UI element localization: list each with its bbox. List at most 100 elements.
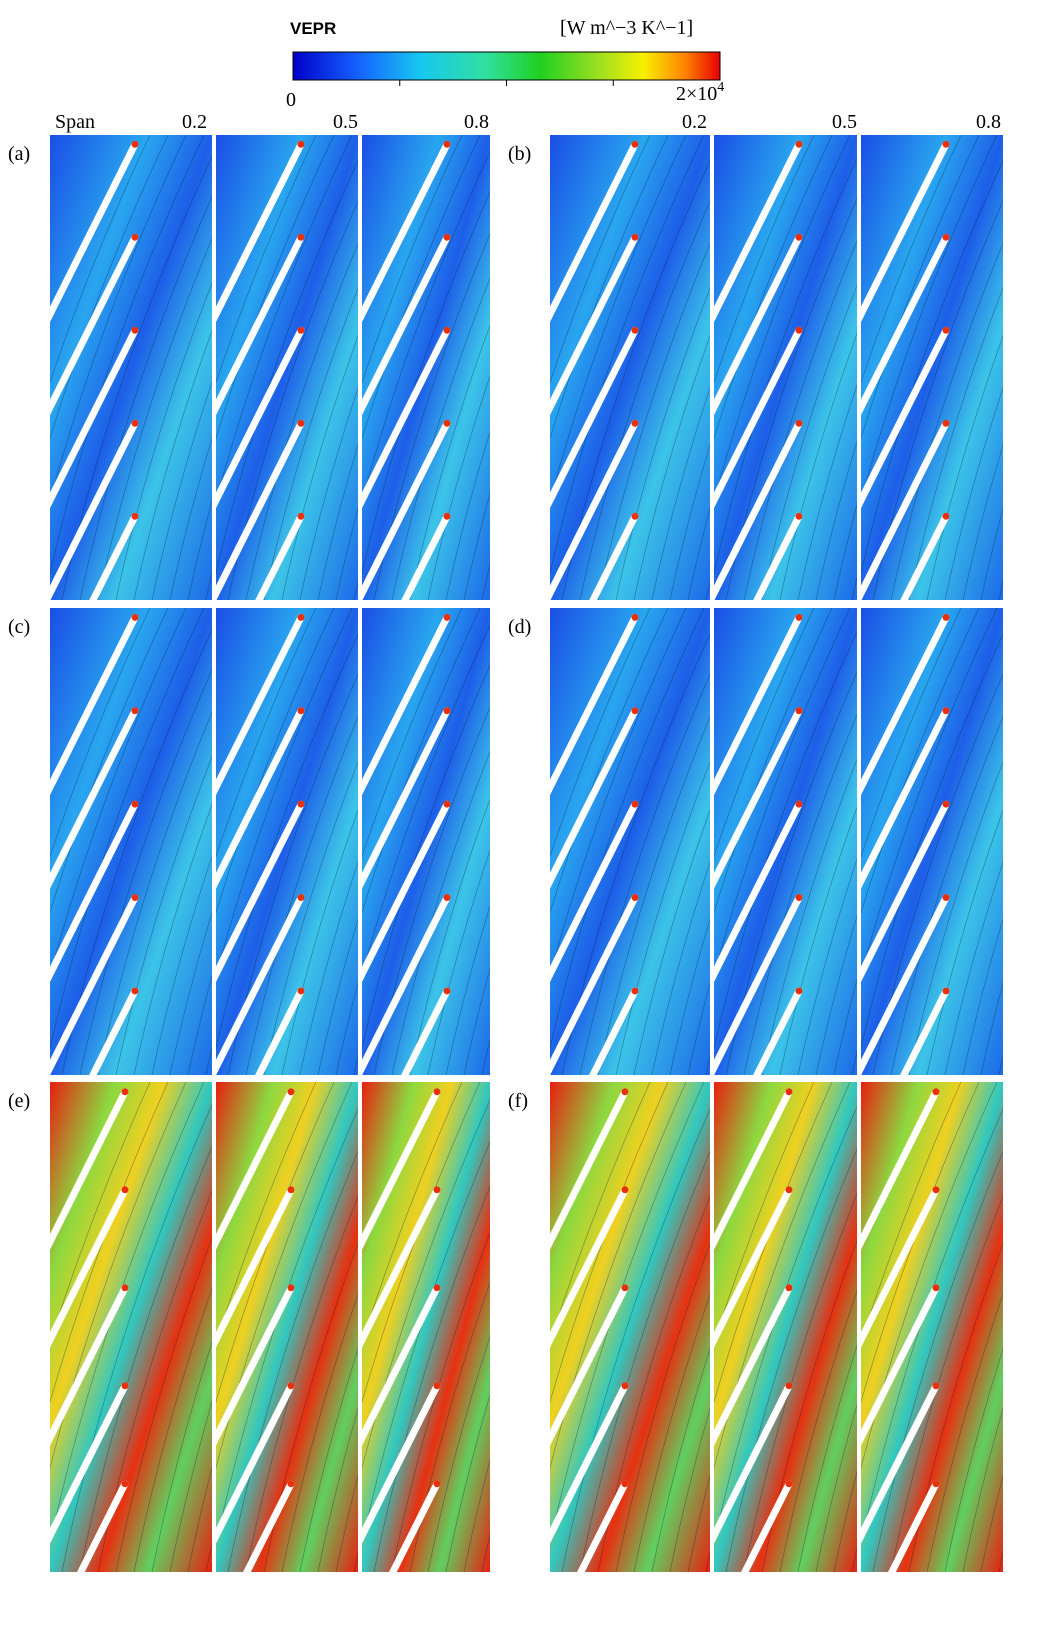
leading-edge (785, 1382, 793, 1390)
streamline (391, 276, 490, 600)
span-label: Span (55, 111, 95, 133)
streamline (97, 710, 212, 1075)
blade (589, 512, 639, 600)
streamline (714, 157, 857, 575)
streamline (815, 1403, 857, 1572)
blade (362, 707, 451, 889)
streamline (651, 387, 710, 600)
streamline (687, 981, 710, 1075)
leading-edge (795, 800, 803, 808)
leading-edge (443, 419, 451, 427)
streamline (779, 332, 857, 600)
leading-edge (443, 326, 451, 334)
leading-edge (287, 1186, 295, 1194)
streamline (998, 1550, 1003, 1572)
leading-edge (631, 140, 639, 148)
leading-edge (287, 1480, 295, 1488)
leading-edge (131, 800, 139, 808)
streamline (50, 135, 187, 503)
streamline (151, 1341, 212, 1572)
streamline (317, 1407, 358, 1572)
streamline (998, 1054, 1003, 1075)
streamline (944, 1347, 1003, 1572)
leading-edge (433, 1284, 441, 1292)
streamline (409, 324, 490, 600)
streamline (50, 1082, 169, 1404)
leading-edge (795, 894, 803, 902)
streamline (833, 503, 857, 600)
span-value: 0.8 (464, 111, 489, 133)
panel-label: (b) (508, 143, 531, 165)
streamline (1035, 1082, 1046, 1572)
streamline (427, 375, 490, 600)
streamline (597, 242, 710, 600)
streamline (1035, 608, 1046, 1075)
streamline (299, 387, 358, 600)
blade (50, 1088, 129, 1250)
leading-edge (942, 987, 950, 995)
streamline (133, 803, 212, 1075)
streamline (245, 715, 358, 1075)
blade (50, 800, 139, 982)
streamline (669, 443, 710, 600)
blade (861, 894, 950, 1075)
streamline (714, 1082, 833, 1404)
colorbar-max: 2×104 (676, 80, 724, 105)
streamline (633, 335, 710, 600)
blade (714, 1382, 793, 1544)
leading-edge (795, 613, 803, 621)
blade (216, 326, 305, 509)
leading-edge (932, 1480, 940, 1488)
blade (861, 800, 950, 982)
leading-edge (942, 419, 950, 427)
blade (216, 1186, 295, 1348)
streamline (743, 713, 857, 1075)
contour-plot (550, 135, 710, 600)
streamline (362, 135, 463, 384)
streamline (861, 608, 962, 858)
blade (861, 233, 950, 416)
streamline (391, 1231, 490, 1572)
blade (550, 140, 639, 323)
streamline (550, 135, 705, 575)
span-value: 0.2 (682, 111, 707, 133)
leading-edge (443, 233, 451, 241)
leading-edge (942, 326, 950, 334)
leading-edge (631, 233, 639, 241)
blade (255, 512, 305, 600)
streamline (373, 1184, 490, 1572)
leading-edge (932, 1284, 940, 1292)
blade (550, 894, 639, 1075)
streamline (1017, 135, 1046, 600)
contour-plot (216, 135, 358, 600)
blade (216, 140, 305, 323)
streamline (216, 135, 353, 503)
leading-edge (631, 419, 639, 427)
leading-edge (942, 800, 950, 808)
leading-edge (795, 140, 803, 148)
leading-edge (287, 1088, 295, 1096)
contour-plot (362, 1082, 490, 1572)
streamline (335, 1474, 358, 1572)
leading-edge (131, 233, 139, 241)
contour-field (714, 135, 857, 600)
streamline (550, 608, 705, 1050)
blade (589, 987, 639, 1075)
blade (740, 1480, 793, 1572)
streamline (115, 282, 212, 600)
blade (50, 140, 139, 323)
leading-edge (131, 987, 139, 995)
streamline (362, 1099, 490, 1470)
leading-edge (785, 1480, 793, 1488)
blade (216, 613, 305, 796)
leading-edge (131, 140, 139, 148)
streamline (299, 861, 358, 1075)
contour-field (714, 608, 857, 1075)
blade (900, 512, 950, 600)
leading-edge (621, 1186, 629, 1194)
leading-edge (443, 894, 451, 902)
blade (714, 800, 803, 982)
streamline (743, 239, 857, 600)
streamline (61, 1103, 212, 1572)
blade (714, 1186, 793, 1348)
